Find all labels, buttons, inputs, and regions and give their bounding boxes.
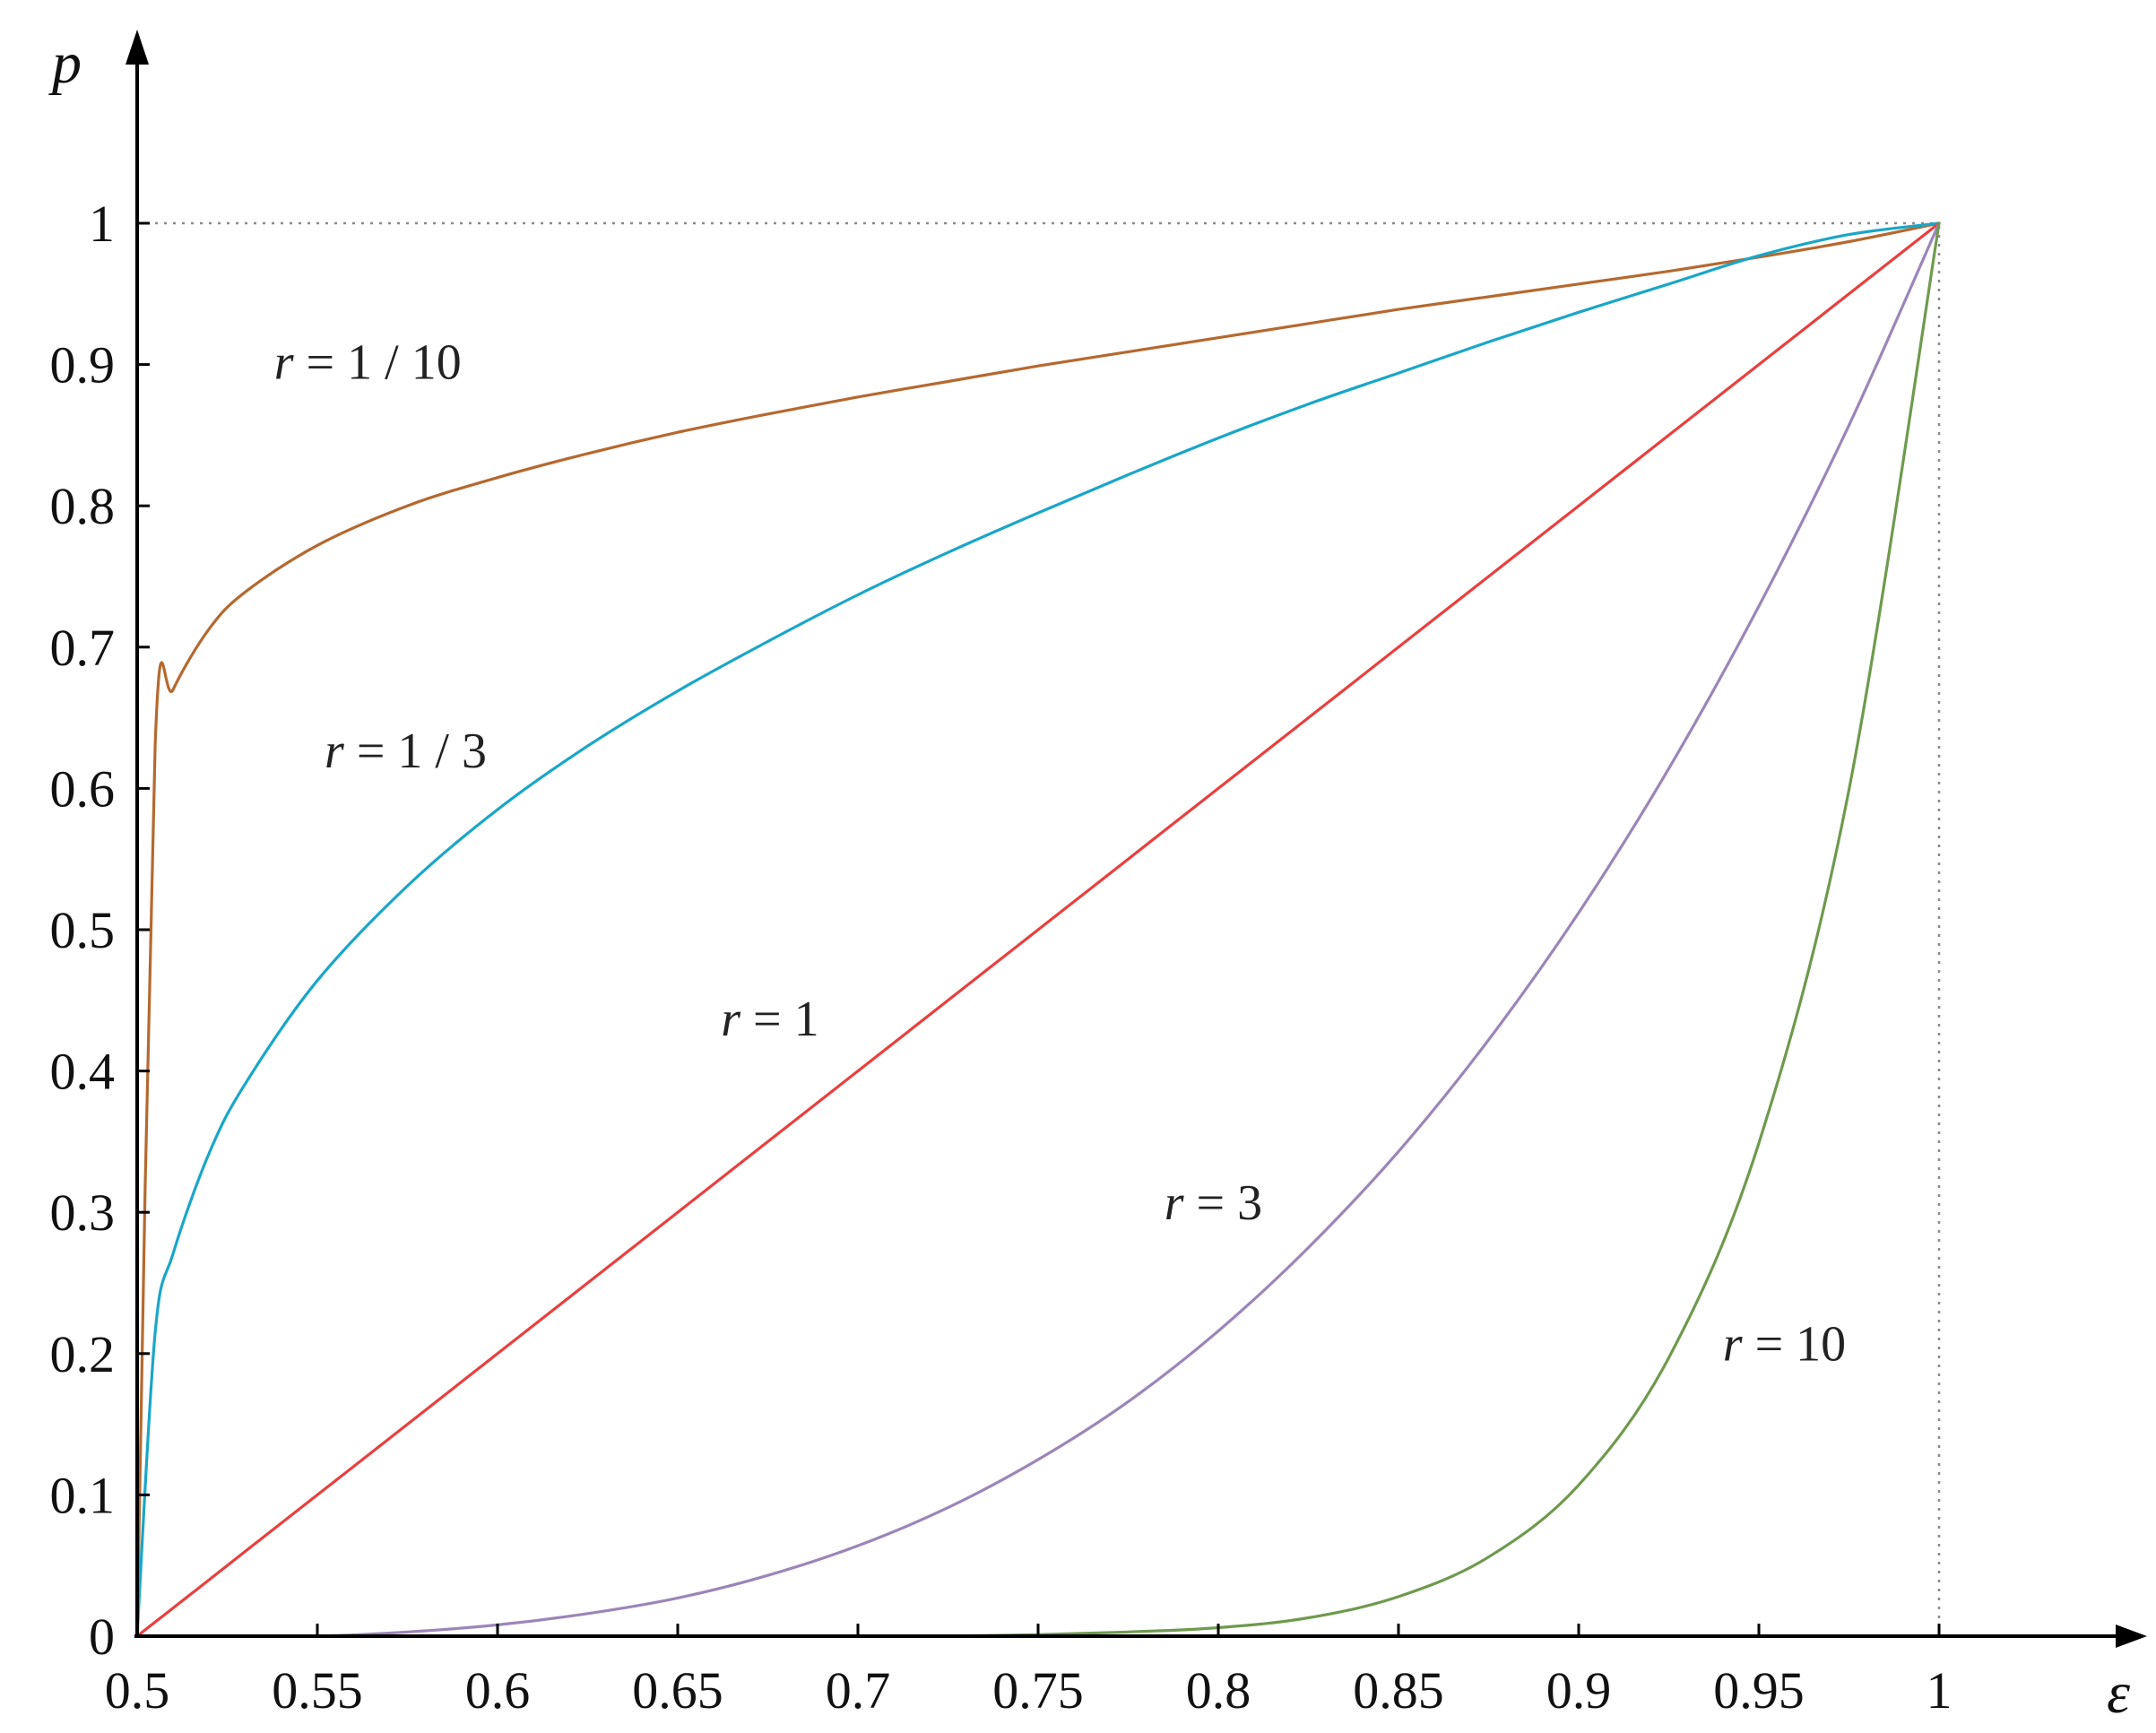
series-annotation-5: r = 10 — [1723, 1317, 1846, 1373]
series-annotation-2: r = 1 / 3 — [325, 724, 487, 779]
x-tick-label: 0.9 — [1546, 1661, 1612, 1720]
series-annotation-3: r = 1 — [721, 992, 818, 1047]
x-tick-label: 0.8 — [1186, 1661, 1251, 1720]
y-tick-label: 0 — [89, 1607, 115, 1666]
y-tick-label: 0.6 — [50, 759, 116, 818]
axes — [126, 30, 2147, 1648]
y-tick-label: 1 — [89, 195, 115, 253]
y-tick-label: 0.3 — [50, 1183, 116, 1242]
x-tick-label: 0.7 — [826, 1661, 891, 1720]
series-annotation-4: r = 3 — [1165, 1175, 1262, 1231]
y-tick-label: 0.5 — [50, 901, 116, 959]
y-tick-label: 0.1 — [50, 1466, 116, 1524]
y-ticks: 0 0.1 0.2 0.3 0.4 0.5 0.6 0.7 0.8 0.9 1 — [50, 195, 150, 1666]
x-tick-label: 0.65 — [632, 1661, 723, 1720]
y-tick-label: 0.2 — [50, 1325, 116, 1383]
y-tick-label: 0.9 — [50, 336, 116, 394]
x-ticks: 0.5 0.55 0.6 0.65 0.7 0.75 0.8 0.85 0.9 0.95 1 — [105, 1624, 1953, 1720]
y-axis-label: p — [48, 30, 82, 96]
x-tick-label: 0.6 — [465, 1661, 531, 1720]
x-tick-label: 0.55 — [272, 1661, 363, 1720]
series-line-3 — [135, 221, 1941, 1638]
series-layer — [135, 221, 1941, 1638]
y-tick-label: 0.4 — [50, 1043, 116, 1101]
y-tick-label: 0.8 — [50, 477, 116, 535]
reference-lines — [137, 221, 1941, 1636]
series-annotations: r = 1 / 10 r = 1 / 3 r = 1 r = 3 r = 10 — [274, 334, 1846, 1372]
series-annotation-1: r = 1 / 10 — [274, 334, 462, 390]
x-axis-label: ε — [2107, 1660, 2130, 1726]
x-tick-label: 1 — [1927, 1661, 1953, 1720]
series-line-2 — [135, 221, 1941, 1638]
x-axis-arrow-icon — [2116, 1625, 2147, 1648]
y-axis-arrow-icon — [126, 30, 149, 65]
y-tick-label: 0.7 — [50, 619, 116, 677]
x-tick-label: 0.75 — [992, 1661, 1084, 1720]
series-line-1 — [135, 221, 1941, 1638]
x-tick-label: 0.5 — [105, 1661, 170, 1720]
x-tick-label: 0.85 — [1353, 1661, 1444, 1720]
x-tick-label: 0.95 — [1713, 1661, 1805, 1720]
